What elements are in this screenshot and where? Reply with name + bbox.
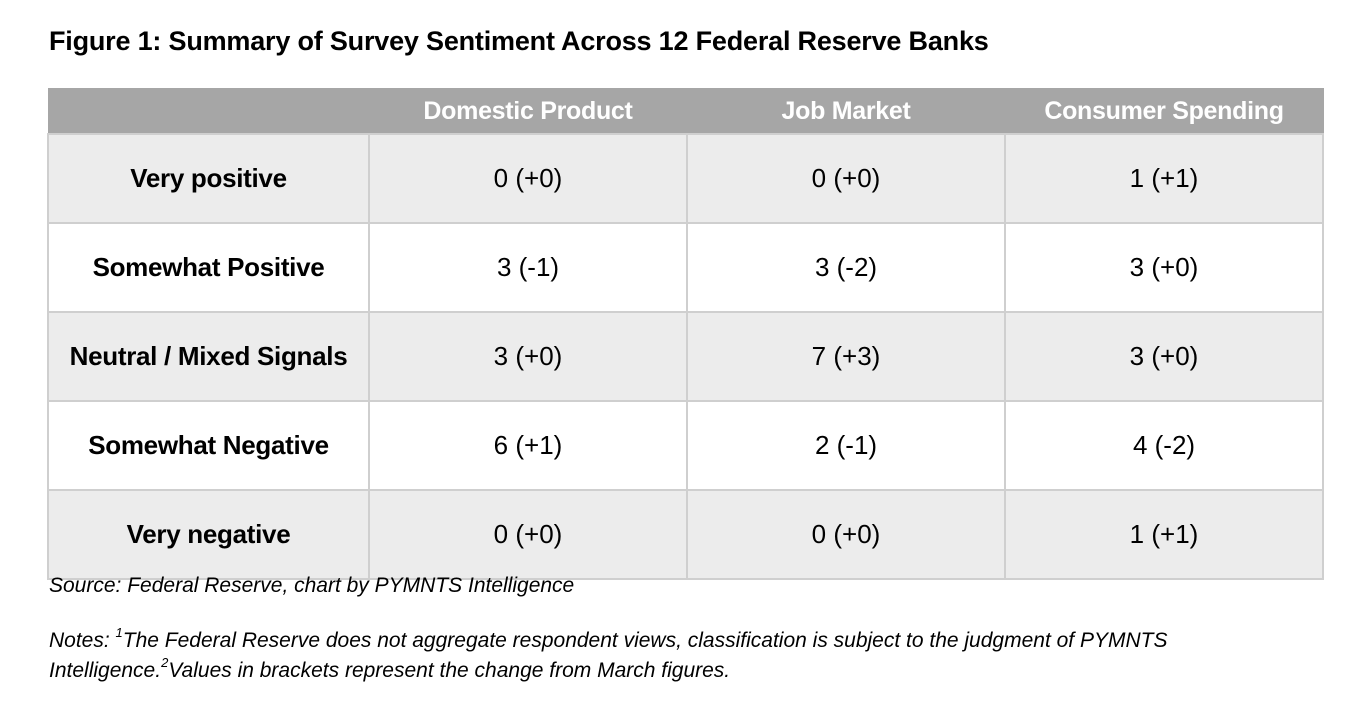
table-cell: 4 (-2) bbox=[1004, 400, 1324, 491]
header-cell-job-market: Job Market bbox=[686, 88, 1006, 135]
row-label: Somewhat Positive bbox=[47, 222, 370, 313]
table-cell: 3 (+0) bbox=[1004, 311, 1324, 402]
source-note: Source: Federal Reserve, chart by PYMNTS… bbox=[49, 574, 575, 597]
footnote-marker-1: 1 bbox=[115, 625, 123, 640]
header-cell-corner bbox=[47, 88, 370, 135]
table-cell: 2 (-1) bbox=[686, 400, 1006, 491]
row-label: Neutral / Mixed Signals bbox=[47, 311, 370, 402]
table-cell: 3 (-1) bbox=[368, 222, 688, 313]
footnote-text-2: Values in brackets represent the change … bbox=[168, 659, 731, 682]
table-cell: 3 (+0) bbox=[1004, 222, 1324, 313]
table-cell: 7 (+3) bbox=[686, 311, 1006, 402]
sentiment-table: Domestic Product Job Market Consumer Spe… bbox=[47, 88, 1324, 580]
table-row: Somewhat Negative 6 (+1) 2 (-1) 4 (-2) bbox=[47, 400, 1324, 491]
header-cell-domestic-product: Domestic Product bbox=[368, 88, 688, 135]
table-cell: 3 (-2) bbox=[686, 222, 1006, 313]
table-row: Very negative 0 (+0) 0 (+0) 1 (+1) bbox=[47, 489, 1324, 580]
header-cell-consumer-spending: Consumer Spending bbox=[1004, 88, 1324, 135]
footnote-text-1: The Federal Reserve does not aggregate r… bbox=[49, 629, 1168, 682]
table-cell: 1 (+1) bbox=[1004, 489, 1324, 580]
footnotes: Notes: 1The Federal Reserve does not agg… bbox=[49, 626, 1309, 686]
row-label: Very positive bbox=[47, 133, 370, 224]
row-label: Somewhat Negative bbox=[47, 400, 370, 491]
table-row: Very positive 0 (+0) 0 (+0) 1 (+1) bbox=[47, 133, 1324, 224]
footnote-marker-2: 2 bbox=[161, 655, 169, 670]
row-label: Very negative bbox=[47, 489, 370, 580]
table-cell: 0 (+0) bbox=[686, 489, 1006, 580]
table-header-row: Domestic Product Job Market Consumer Spe… bbox=[47, 88, 1324, 135]
table-cell: 6 (+1) bbox=[368, 400, 688, 491]
table-row: Neutral / Mixed Signals 3 (+0) 7 (+3) 3 … bbox=[47, 311, 1324, 402]
table-cell: 0 (+0) bbox=[368, 133, 688, 224]
figure-title: Figure 1: Summary of Survey Sentiment Ac… bbox=[49, 26, 989, 56]
notes-prefix: Notes: bbox=[49, 629, 116, 652]
table-cell: 1 (+1) bbox=[1004, 133, 1324, 224]
table-row: Somewhat Positive 3 (-1) 3 (-2) 3 (+0) bbox=[47, 222, 1324, 313]
table-cell: 0 (+0) bbox=[368, 489, 688, 580]
table-cell: 0 (+0) bbox=[686, 133, 1006, 224]
table-cell: 3 (+0) bbox=[368, 311, 688, 402]
